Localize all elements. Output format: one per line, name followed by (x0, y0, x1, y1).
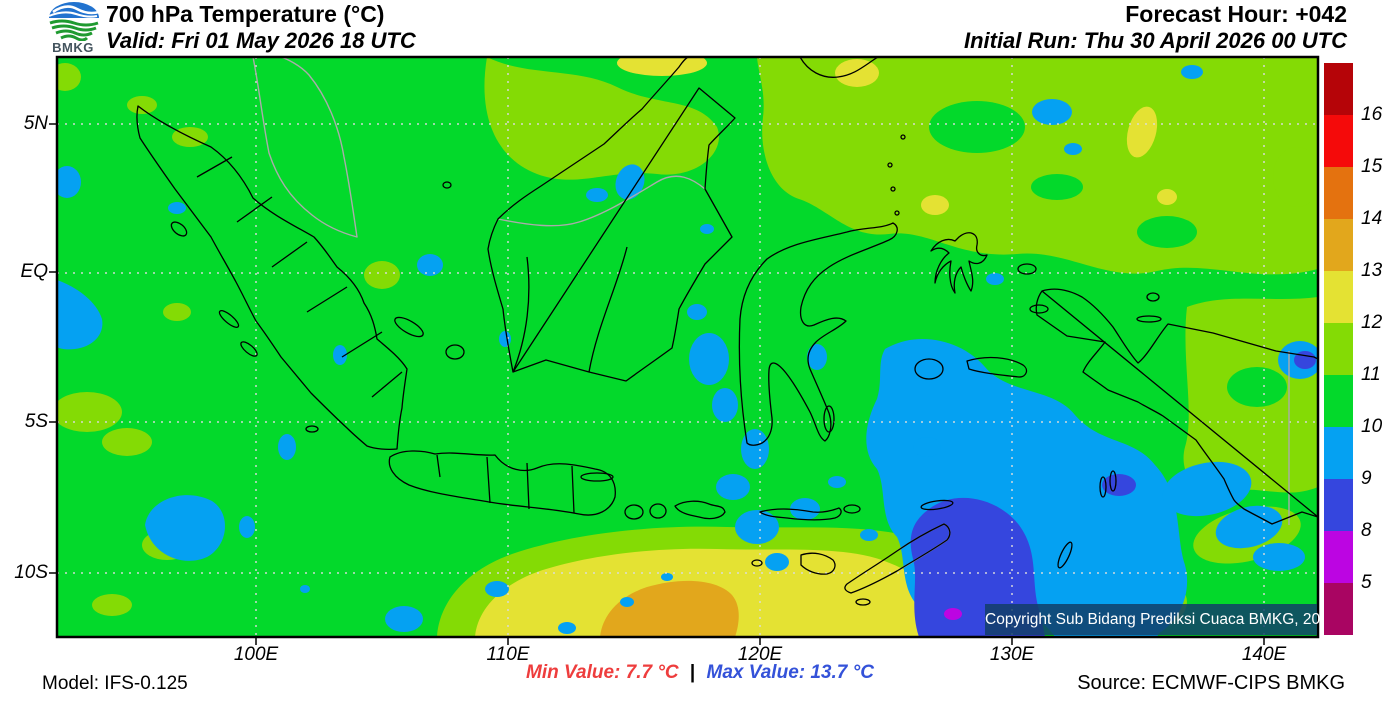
lat-label-5s: 5S (24, 411, 48, 432)
colorbar-segment (1324, 63, 1353, 115)
colorbar-segment (1324, 219, 1353, 271)
minmax-values: Min Value: 7.7 °C | Max Value: 13.7 °C (430, 662, 970, 684)
colorbar-segment (1324, 531, 1353, 583)
initial-run: Initial Run: Thu 30 April 2026 00 UTC (963, 28, 1347, 53)
lat-label-10s: 10S (14, 562, 48, 583)
colorbar-segment (1324, 583, 1353, 635)
colorbar-label-12: 12 (1361, 312, 1383, 333)
copyright-strip: Copyright Sub Bidang Prediksi Cuaca BMKG… (985, 604, 1337, 635)
colorbar-segment (1324, 323, 1353, 375)
lon-label-110e: 110E (486, 644, 530, 665)
colorbar-segment (1324, 115, 1353, 167)
source-label: Source: ECMWF-CIPS BMKG (1077, 672, 1345, 694)
min-value: Min Value: 7.7 °C (526, 662, 679, 683)
colorbar-segment (1324, 167, 1353, 219)
lon-label-130e: 130E (989, 644, 1035, 665)
colorbar-label-16: 16 (1361, 104, 1383, 125)
page-title: 700 hPa Temperature (°C) (106, 1, 385, 27)
bmkg-logo-text: BMKG (52, 40, 94, 55)
bmkg-logo: BMKG (44, 1, 102, 56)
bmkg-logo-icon (48, 2, 100, 42)
temp-field-magenta-min (944, 608, 962, 620)
temp-field-green-holes (929, 101, 1287, 407)
colorbar-segment (1324, 479, 1353, 531)
model-label: Model: IFS-0.125 (42, 673, 188, 694)
colorbar-segment (1324, 427, 1353, 479)
forecast-hour: Forecast Hour: +042 (1125, 1, 1347, 27)
axis-ticks (49, 123, 1265, 645)
colorbar-label-13: 13 (1361, 260, 1383, 281)
lat-label-eq: EQ (20, 261, 48, 282)
colorbar-label-14: 14 (1361, 208, 1383, 229)
minmax-separator: | (689, 662, 696, 683)
colorbar-label-9: 9 (1361, 468, 1372, 489)
colorbar-segment (1324, 375, 1353, 427)
colorbar-label-5: 5 (1361, 572, 1372, 593)
coastlines (136, 57, 1318, 606)
temp-field-orange (600, 580, 739, 637)
valid-time: Valid: Fri 01 May 2026 18 UTC (106, 28, 416, 53)
colorbar-label-11: 11 (1361, 364, 1381, 385)
colorbar-label-10: 10 (1361, 416, 1383, 437)
colorbar-segment (1324, 271, 1353, 323)
max-value: Max Value: 13.7 °C (706, 662, 874, 683)
lat-label-5n: 5N (23, 113, 48, 134)
lon-label-140e: 140E (1241, 644, 1287, 665)
map-frame (55, 55, 1320, 639)
colorbar-label-15: 15 (1361, 156, 1383, 177)
temperature-colorbar (1324, 63, 1353, 635)
colorbar-label-8: 8 (1361, 520, 1372, 541)
lon-label-100e: 100E (233, 644, 279, 665)
lon-label-120e: 120E (737, 644, 783, 665)
